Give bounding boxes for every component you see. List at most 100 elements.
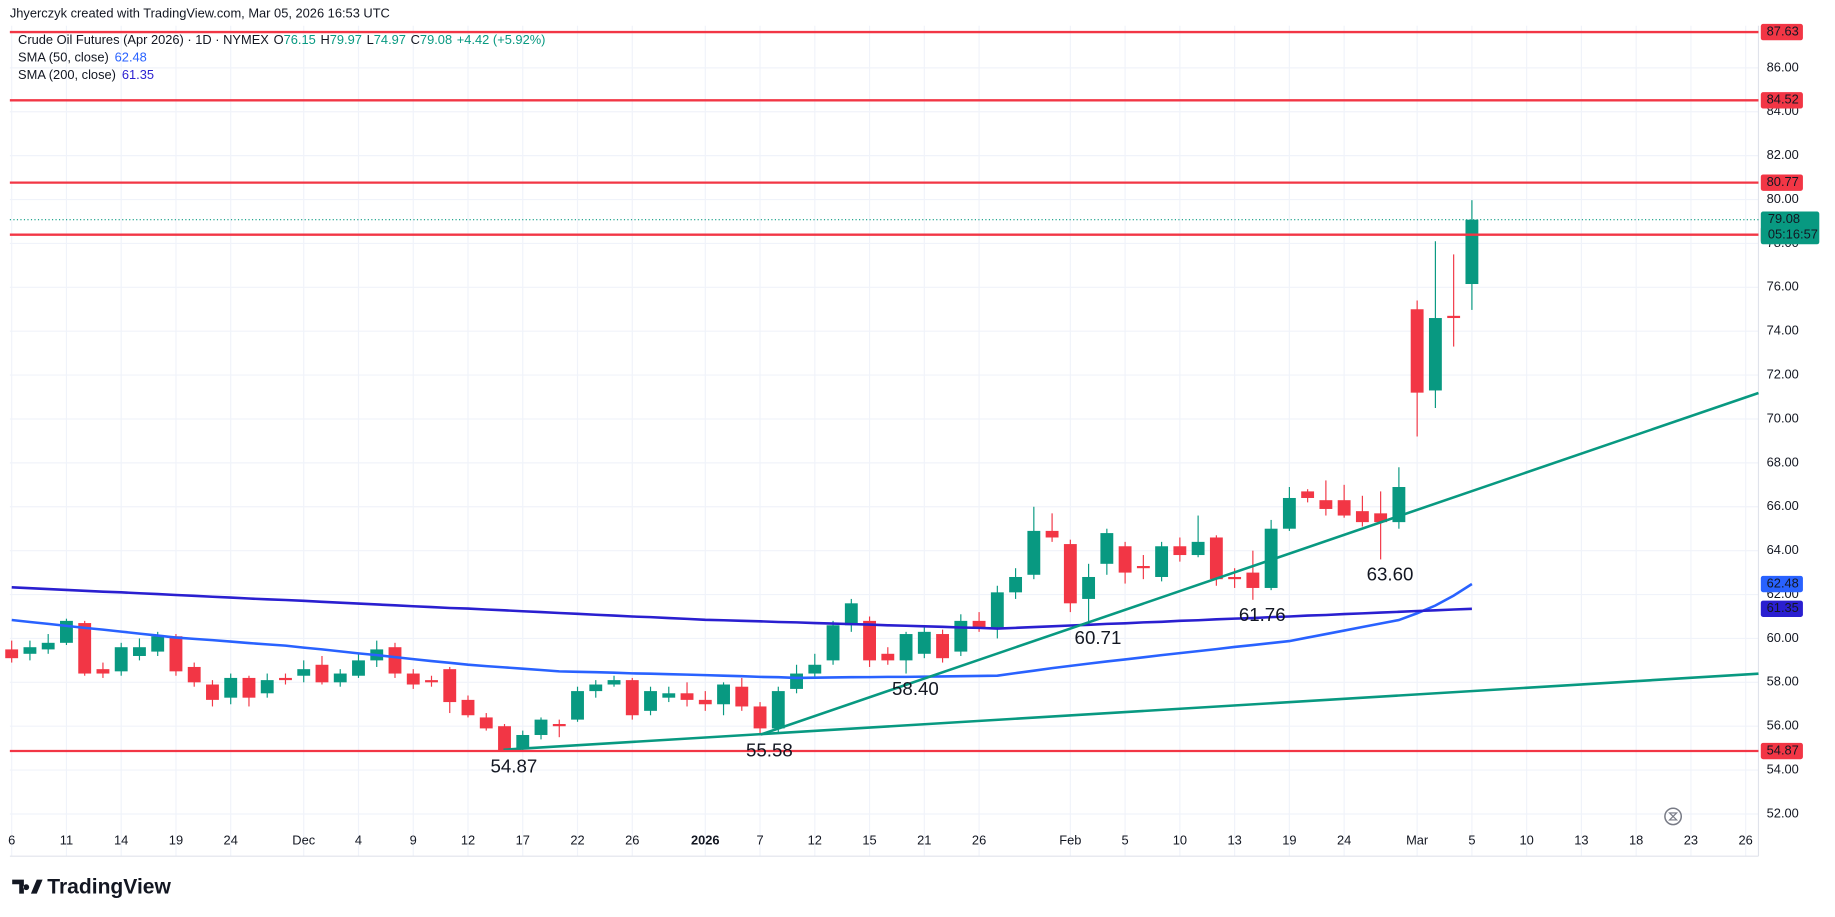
candle-body xyxy=(625,680,639,716)
price-annotation: 60.71 xyxy=(1075,627,1122,648)
price-badge-label: 79.08 xyxy=(1768,211,1800,226)
credit: Jhyerczyk created with TradingView.com, … xyxy=(10,5,390,20)
y-tick-label: 86.00 xyxy=(1767,59,1799,74)
candle-body xyxy=(790,673,803,689)
candle-body xyxy=(662,693,676,698)
candle-body xyxy=(1191,541,1205,556)
level-badge xyxy=(1760,23,1803,41)
level-label: 87.63 xyxy=(1767,23,1799,38)
x-tick-label: 26 xyxy=(1739,832,1753,847)
y-tick-label: 82.00 xyxy=(1767,147,1799,162)
y-tick-label: 60.00 xyxy=(1767,630,1799,645)
symbol: Crude Oil Futures (Apr 2026) · 1D · NYME… xyxy=(18,32,269,47)
x-tick-label: 10 xyxy=(1173,832,1187,847)
ohlc-label: O xyxy=(274,32,284,47)
trend-line xyxy=(503,672,1759,752)
candle-body xyxy=(279,677,292,681)
x-tick-label: 18 xyxy=(1629,832,1643,847)
candle-body xyxy=(516,734,530,749)
indicator-legend: SMA (50, close) 62.48 xyxy=(18,50,147,65)
candle-body xyxy=(1355,511,1369,523)
candle-body xyxy=(1100,533,1114,564)
price-annotation: 54.87 xyxy=(490,755,537,776)
clock-icon xyxy=(1664,807,1683,826)
candle-body xyxy=(479,717,493,729)
candle-body xyxy=(169,636,183,672)
ohlc-label: H xyxy=(320,32,329,47)
candle-body xyxy=(1209,537,1223,580)
candle-body xyxy=(1337,500,1351,516)
candle-body xyxy=(1027,530,1041,575)
y-tick-label: 76.00 xyxy=(1767,279,1799,294)
candle-body xyxy=(78,623,92,674)
candle-body xyxy=(1264,528,1278,588)
brand: TradingView xyxy=(47,875,171,898)
x-tick-label: 13 xyxy=(1227,832,1241,847)
price-annotation: 63.60 xyxy=(1367,564,1414,585)
sma-badge-label: 62.48 xyxy=(1767,575,1799,590)
candle-body xyxy=(1118,546,1132,573)
y-tick-label: 64.00 xyxy=(1767,542,1799,557)
trend-line xyxy=(760,391,1759,736)
ohlc-value: 76.15 xyxy=(284,32,316,47)
x-tick-label: 14 xyxy=(114,832,128,847)
candle-body xyxy=(96,669,110,674)
candle-body xyxy=(206,684,219,700)
x-tick-label: 24 xyxy=(224,832,238,847)
candle-body xyxy=(1082,576,1096,599)
logo: TradingView xyxy=(12,875,172,898)
x-tick-label: 5 xyxy=(1468,832,1475,847)
candle-body xyxy=(333,673,347,683)
candle-body xyxy=(187,666,201,683)
candle-body xyxy=(863,620,876,661)
x-tick-label: 24 xyxy=(1337,832,1351,847)
candle-body xyxy=(1045,530,1059,538)
y-tick-label: 56.00 xyxy=(1767,718,1799,733)
x-tick-label: 15 xyxy=(862,832,876,847)
indicator-legend: SMA (200, close) 61.35 xyxy=(18,67,154,82)
candle-body xyxy=(990,592,1004,628)
candle-body xyxy=(1374,513,1388,523)
candle-body xyxy=(388,647,402,674)
candle-body xyxy=(41,642,55,650)
x-tick-label: 12 xyxy=(808,832,822,847)
candle-body xyxy=(552,724,566,727)
y-tick-label: 68.00 xyxy=(1767,454,1799,469)
level-label: 80.77 xyxy=(1767,174,1799,189)
candle-body xyxy=(1447,315,1461,319)
price-annotation: 58.40 xyxy=(892,678,939,699)
x-tick-label: 11 xyxy=(60,832,73,847)
ohlc-label: C xyxy=(411,32,420,47)
x-tick-label: 26 xyxy=(972,832,986,847)
level-badge xyxy=(1760,174,1803,191)
sma-badge xyxy=(1760,575,1803,593)
candle-body xyxy=(5,649,19,659)
candle-body xyxy=(735,686,749,707)
plot xyxy=(5,200,1479,752)
candle-body xyxy=(224,677,238,698)
ohlc-label: L xyxy=(367,32,374,47)
candle-body xyxy=(589,684,603,692)
x-tick-label: 23 xyxy=(1684,832,1698,847)
y-tick-label: 80.00 xyxy=(1767,191,1799,206)
candle-body xyxy=(936,634,950,659)
sma-badge-label: 61.35 xyxy=(1767,600,1799,615)
y-tick-label: 58.00 xyxy=(1767,674,1799,689)
candle-body xyxy=(461,699,475,716)
x-tick-label: 10 xyxy=(1520,832,1534,847)
level-label: 54.87 xyxy=(1767,742,1799,757)
candle-body xyxy=(443,669,457,703)
sma-badge xyxy=(1760,600,1803,617)
level-badge xyxy=(1760,742,1803,760)
price-annotation: 61.76 xyxy=(1239,604,1286,625)
x-tick-label: 6 xyxy=(8,832,15,847)
sma-line xyxy=(11,585,1472,630)
candle-body xyxy=(297,669,311,676)
level-badge xyxy=(1760,92,1803,109)
candle-body xyxy=(917,631,931,654)
candle-body xyxy=(1136,566,1150,569)
y-tick-label: 52.00 xyxy=(1767,805,1799,820)
candle-body xyxy=(352,660,365,676)
y-tick-label: 66.00 xyxy=(1767,498,1799,513)
